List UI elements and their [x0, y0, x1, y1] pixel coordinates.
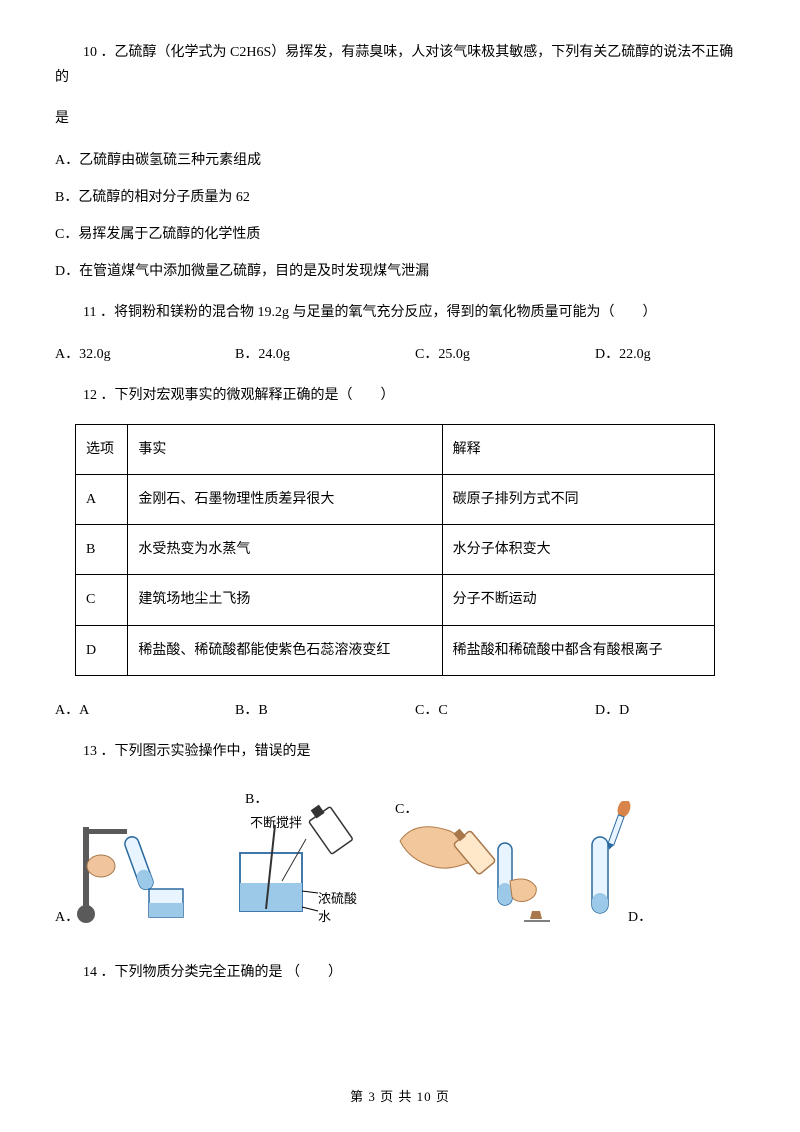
q13-stem: 13 ．下列图示实验操作中，错误的是	[55, 739, 745, 764]
cell-option: C	[76, 575, 128, 625]
q11-stem: 11 ．将铜粉和镁粉的混合物 19.2g 与足量的氧气充分反应，得到的氧化物质量…	[55, 300, 745, 325]
col-header-explanation: 解释	[442, 424, 714, 474]
cell-fact: 稀盐酸、稀硫酸都能使紫色石蕊溶液变红	[128, 625, 442, 675]
cell-explanation: 分子不断运动	[442, 575, 714, 625]
q13-stir-label: 不断搅拌	[250, 811, 302, 834]
q12-options: A．A B．B C．C D．D	[55, 698, 745, 723]
q11-option-a[interactable]: A．32.0g	[55, 342, 235, 367]
col-header-option: 选项	[76, 424, 128, 474]
q13-fig-label-b: B．	[245, 787, 268, 812]
q13-fig-label-c: C．	[395, 797, 418, 822]
table-row: D 稀盐酸、稀硫酸都能使紫色石蕊溶液变红 稀盐酸和稀硫酸中都含有酸根离子	[76, 625, 715, 675]
cell-fact: 金刚石、石墨物理性质差异很大	[128, 475, 442, 525]
cell-fact: 水受热变为水蒸气	[128, 525, 442, 575]
q13-figures: A． B． 不断搅拌 浓硫酸 水	[55, 780, 745, 940]
cell-explanation: 水分子体积变大	[442, 525, 714, 575]
q13-water-label: 水	[318, 905, 331, 928]
cell-explanation: 碳原子排列方式不同	[442, 475, 714, 525]
cell-option: B	[76, 525, 128, 575]
col-header-fact: 事实	[128, 424, 442, 474]
q14-stem: 14 ．下列物质分类完全正确的是 （ ）	[55, 960, 745, 985]
q11-option-c[interactable]: C．25.0g	[415, 342, 595, 367]
cell-option: A	[76, 475, 128, 525]
q12-option-c[interactable]: C．C	[415, 698, 595, 723]
q10-option-d[interactable]: D．在管道煤气中添加微量乙硫醇，目的是及时发现煤气泄漏	[55, 259, 745, 284]
q10-option-b[interactable]: B．乙硫醇的相对分子质量为 62	[55, 185, 745, 210]
q12-table: 选项 事实 解释 A 金刚石、石墨物理性质差异很大 碳原子排列方式不同 B 水受…	[75, 424, 715, 676]
q11-options: A．32.0g B．24.0g C．25.0g D．22.0g	[55, 342, 745, 367]
page-footer: 第 3 页 共 10 页	[0, 1085, 800, 1108]
q12-option-a[interactable]: A．A	[55, 698, 235, 723]
q11-option-d[interactable]: D．22.0g	[595, 342, 745, 367]
q13-fig-label-a: A．	[55, 905, 79, 930]
q10-stem: 10 ．乙硫醇（化学式为 C2H6S）易挥发，有蒜臭味，人对该气味极其敏感，下列…	[55, 40, 745, 90]
table-row: A 金刚石、石墨物理性质差异很大 碳原子排列方式不同	[76, 475, 715, 525]
table-row: B 水受热变为水蒸气 水分子体积变大	[76, 525, 715, 575]
q12-option-d[interactable]: D．D	[595, 698, 745, 723]
q10-hang: 是	[55, 106, 745, 131]
cell-option: D	[76, 625, 128, 675]
cell-explanation: 稀盐酸和稀硫酸中都含有酸根离子	[442, 625, 714, 675]
table-row: C 建筑场地尘土飞扬 分子不断运动	[76, 575, 715, 625]
q12-stem: 12 ．下列对宏观事实的微观解释正确的是（ ）	[55, 383, 745, 408]
cell-fact: 建筑场地尘土飞扬	[128, 575, 442, 625]
q11-option-b[interactable]: B．24.0g	[235, 342, 415, 367]
q12-option-b[interactable]: B．B	[235, 698, 415, 723]
q10-option-a[interactable]: A．乙硫醇由碳氢硫三种元素组成	[55, 148, 745, 173]
table-header-row: 选项 事实 解释	[76, 424, 715, 474]
q13-fig-label-d: D．	[628, 905, 652, 930]
q10-option-c[interactable]: C．易挥发属于乙硫醇的化学性质	[55, 222, 745, 247]
heating-tube-icon	[77, 811, 207, 931]
